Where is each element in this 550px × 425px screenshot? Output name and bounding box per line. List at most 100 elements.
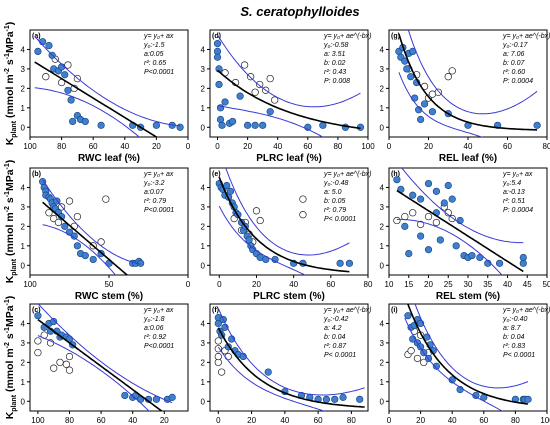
plot-frame <box>209 303 369 412</box>
x-tick-label: 0 <box>186 280 191 289</box>
y-label-sup2: -1 <box>4 53 11 59</box>
blue-point <box>67 96 75 104</box>
x-axis-label: PLRC stem (%) <box>253 291 325 302</box>
y-tick-label: 3 <box>21 203 26 212</box>
y-label-sub: plant <box>11 258 18 275</box>
blue-point <box>424 246 433 254</box>
open-point <box>62 360 70 368</box>
blue-point <box>69 117 77 126</box>
x-tick-label: 80 <box>57 142 66 151</box>
blue-point <box>322 395 331 403</box>
panel-label: (f) <box>212 307 219 314</box>
blue-point <box>436 236 444 244</box>
blue-point <box>404 312 412 320</box>
x-tick-label: 20 <box>160 416 169 425</box>
blue-point <box>339 393 347 401</box>
equation-line: P: 0.0004 <box>503 78 533 85</box>
blue-point <box>244 121 252 129</box>
equation-line: y₀:-0.42 <box>323 316 348 323</box>
blue-point <box>401 222 409 230</box>
y-tick-label: 0 <box>201 261 206 270</box>
ci-lower-line <box>217 346 326 411</box>
panel-label: (g) <box>391 33 400 40</box>
blue-point <box>89 255 97 264</box>
x-tick-label: 20 <box>424 280 433 289</box>
open-point <box>240 61 249 69</box>
blue-point <box>432 187 441 195</box>
plot-frame <box>388 303 548 412</box>
x-tick-label: 100 <box>361 142 375 151</box>
y-tick-label: 1 <box>21 242 26 251</box>
y-tick-label: 0 <box>21 123 26 132</box>
ci-upper-line <box>42 179 141 265</box>
x-tick-label: 80 <box>333 142 342 151</box>
equation-line: y= y₀+ ae^(-bx) <box>323 171 371 178</box>
y-label-mid: s <box>4 333 16 342</box>
y-tick-label: 4 <box>201 183 206 192</box>
y-tick-label: 3 <box>21 65 26 74</box>
x-tick-label: 100 <box>23 280 37 289</box>
y-tick-label: 4 <box>21 319 26 328</box>
ci-lower-line <box>396 218 503 275</box>
y-axis-label-row-1: Kplant (mmol m-2 s-1MPa-1) <box>4 22 18 146</box>
open-point <box>224 352 232 361</box>
x-tick-label: 45 <box>523 280 532 289</box>
y-tick-label: 4 <box>21 183 26 192</box>
blue-point <box>468 251 476 260</box>
x-tick-label: 30 <box>464 280 473 289</box>
x-tick-label: 100 <box>540 416 550 425</box>
plot-frame <box>29 303 189 412</box>
ci-lower-line <box>37 335 150 411</box>
blue-point <box>73 242 81 250</box>
y-label-sub: plant <box>11 120 18 137</box>
open-point <box>407 347 415 355</box>
equation-line: b: 0.04 <box>324 334 346 341</box>
fit-line <box>217 327 365 408</box>
equation-line: b: 0.04 <box>503 334 525 341</box>
blue-point <box>393 176 401 184</box>
open-point <box>214 337 222 345</box>
open-point <box>65 197 74 205</box>
x-tick-label: 40 <box>448 416 457 425</box>
y-label-sup1: -2 <box>4 342 11 348</box>
x-tick-label: 25 <box>444 280 453 289</box>
x-tick-label: 20 <box>247 416 256 425</box>
open-point <box>50 364 58 372</box>
blue-point <box>251 121 259 129</box>
x-tick-label: 40 <box>120 142 129 151</box>
open-point <box>409 209 417 217</box>
x-tick-label: 100 <box>31 416 45 425</box>
x-tick-label: 20 <box>416 416 425 425</box>
equation-line: y₀:-3.2 <box>143 180 165 187</box>
x-axis-label: RWC leaf (%) <box>78 153 140 164</box>
fit-curves <box>216 34 361 137</box>
equation-line: P: 0.0004 <box>503 207 533 214</box>
blue-point <box>271 255 279 264</box>
x-tick-label: 80 <box>364 280 373 289</box>
x-tick-label: 50 <box>105 280 114 289</box>
blue-point <box>228 117 237 126</box>
panel-label: (b) <box>32 171 41 178</box>
x-tick-label: 50 <box>543 280 550 289</box>
blue-point <box>34 47 42 56</box>
x-axis-label: REL stem (%) <box>436 291 500 302</box>
y-tick-label: 1 <box>21 104 26 113</box>
y-tick-label: 2 <box>21 358 26 367</box>
open-point <box>214 352 222 361</box>
ci-lower-line <box>34 87 141 137</box>
fit-line <box>218 177 350 273</box>
y-tick-label: 2 <box>201 222 206 231</box>
x-tick-label: 60 <box>314 416 323 425</box>
equation-line: r²: 0.43 <box>324 69 346 76</box>
x-tick-label: 10 <box>385 280 394 289</box>
x-tick-label: 0 <box>387 142 392 151</box>
fit-curves <box>398 30 538 137</box>
y-tick-label: 3 <box>380 339 385 348</box>
fit-line <box>407 304 529 405</box>
x-tick-label: 60 <box>89 142 98 151</box>
fit-curves <box>218 168 350 275</box>
y-tick-label: 2 <box>380 358 385 367</box>
y-label-close: ) <box>4 160 16 164</box>
x-tick-label: 20 <box>252 280 261 289</box>
open-point <box>256 216 264 225</box>
